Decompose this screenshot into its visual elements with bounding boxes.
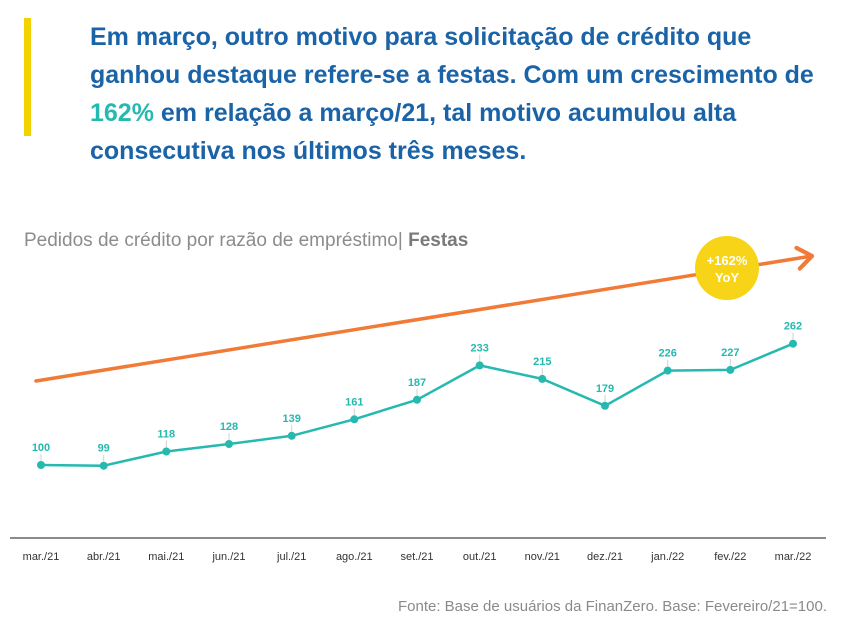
headline: Em março, outro motivo para solicitação … bbox=[90, 18, 835, 170]
data-label: 100 bbox=[32, 442, 50, 454]
data-point bbox=[37, 461, 45, 469]
data-point bbox=[413, 395, 421, 404]
data-label: 139 bbox=[283, 413, 301, 425]
x-tick-label: mar./22 bbox=[775, 551, 812, 563]
headline-highlight: 162% bbox=[90, 99, 154, 127]
data-label: 262 bbox=[784, 321, 802, 333]
series-layer bbox=[37, 339, 797, 470]
yoy-badge-value: +162% bbox=[707, 253, 748, 268]
source-note: Fonte: Base de usuários da FinanZero. Ba… bbox=[397, 598, 827, 615]
labels-layer: 100 99 118 128 139 161 187 233 215 179 226 227 262 bbox=[32, 321, 802, 462]
data-label: 215 bbox=[533, 356, 551, 368]
data-label: 118 bbox=[157, 429, 175, 441]
chart-title: Pedidos de crédito por razão de emprésti… bbox=[24, 230, 468, 252]
data-point bbox=[789, 339, 797, 348]
headline-text-start: Em março, outro motivo para solicitação … bbox=[90, 23, 814, 89]
data-label: 227 bbox=[721, 347, 739, 359]
x-tick-label: set./21 bbox=[400, 551, 433, 563]
data-label: 128 bbox=[220, 421, 238, 433]
x-axis-ticks: mar./21 abr./21 mai./21 jun./21 jul./21 ago./… bbox=[23, 551, 812, 563]
data-point bbox=[726, 365, 735, 374]
x-tick-label: nov./21 bbox=[525, 551, 560, 563]
x-tick-label: jun./21 bbox=[211, 551, 245, 563]
chart-title-main: Pedidos de crédito por razão de emprésti… bbox=[24, 230, 409, 251]
data-point bbox=[162, 447, 171, 456]
yoy-badge-circle bbox=[695, 236, 759, 300]
accent-bar bbox=[24, 18, 31, 136]
data-point bbox=[225, 440, 233, 448]
x-tick-label: mar./21 bbox=[23, 551, 60, 563]
data-label: 179 bbox=[596, 383, 614, 395]
data-label: 233 bbox=[471, 342, 489, 354]
trend-arrow bbox=[34, 245, 815, 383]
data-point bbox=[99, 461, 108, 470]
data-point bbox=[601, 401, 609, 410]
chart-title-emphasis: Festas bbox=[408, 230, 469, 251]
data-point bbox=[538, 374, 547, 383]
yoy-badge-label: YoY bbox=[715, 270, 740, 285]
data-point bbox=[475, 361, 484, 370]
x-tick-label: dez./21 bbox=[587, 551, 623, 563]
data-point bbox=[663, 366, 672, 375]
x-tick-label: abr./21 bbox=[87, 551, 121, 563]
data-point bbox=[287, 431, 296, 440]
x-tick-label: jan./22 bbox=[650, 551, 684, 563]
data-label: 99 bbox=[98, 443, 110, 455]
x-tick-label: jul./21 bbox=[276, 551, 306, 563]
headline-text-end: em relação a março/21, tal motivo acumul… bbox=[90, 99, 737, 165]
yoy-badge: +162% YoY bbox=[695, 236, 759, 300]
data-label: 187 bbox=[408, 377, 426, 389]
x-tick-label: fev./22 bbox=[714, 551, 746, 563]
data-point bbox=[350, 415, 359, 424]
x-tick-label: mai./21 bbox=[148, 551, 184, 563]
data-label: 226 bbox=[659, 348, 677, 360]
data-label: 161 bbox=[345, 396, 363, 408]
x-tick-label: out./21 bbox=[463, 551, 497, 563]
x-tick-label: ago./21 bbox=[336, 551, 373, 563]
